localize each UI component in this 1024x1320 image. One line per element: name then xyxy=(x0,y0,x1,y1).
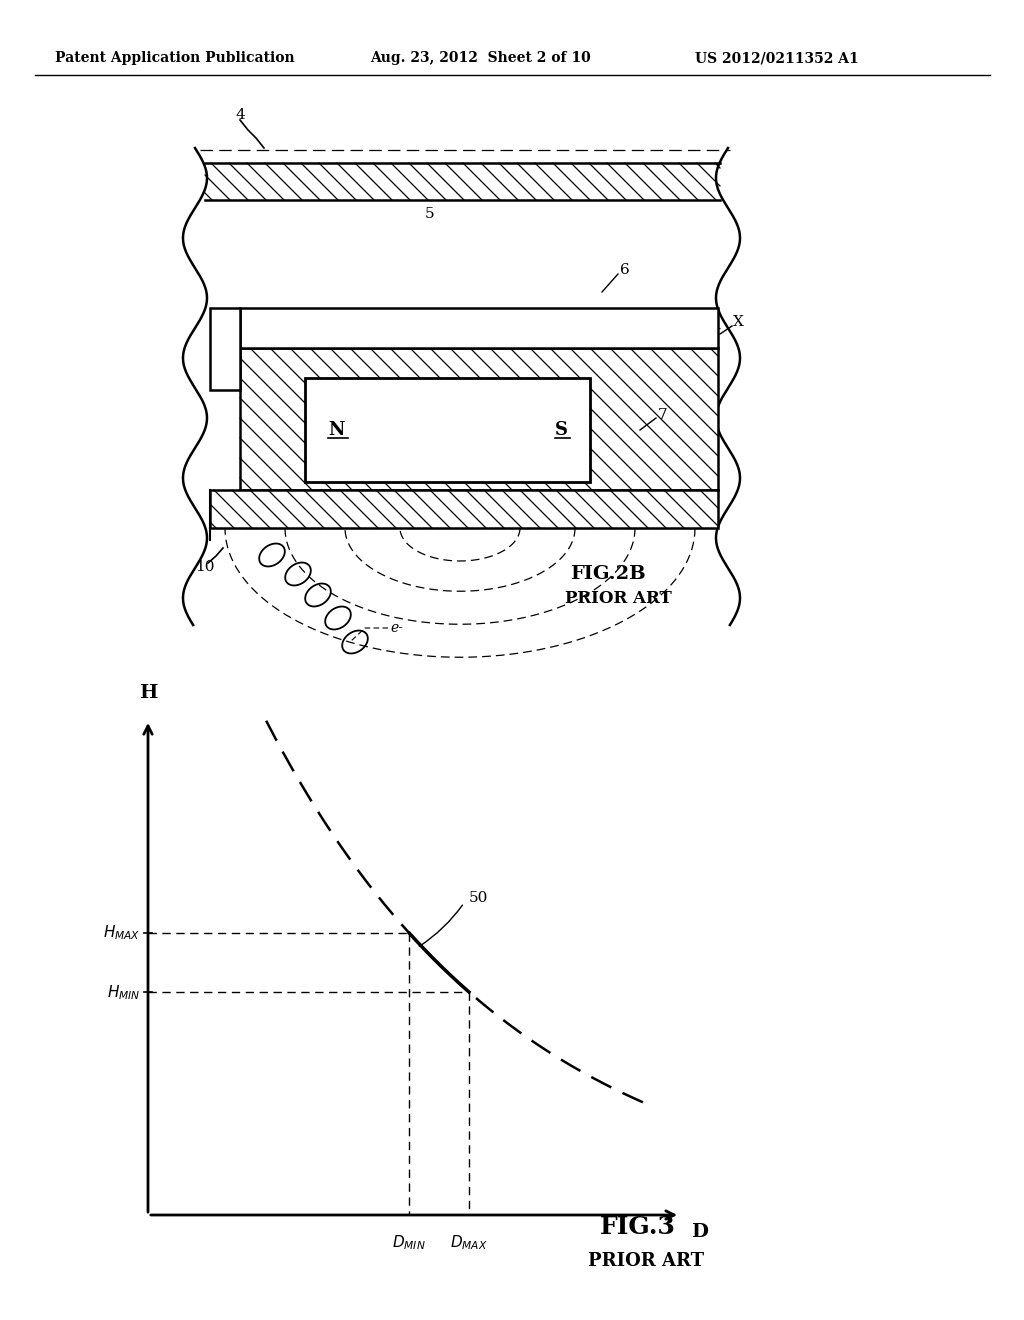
Text: 4: 4 xyxy=(236,108,245,121)
Text: $H_{MAX}$: $H_{MAX}$ xyxy=(102,924,140,942)
Text: PRIOR ART: PRIOR ART xyxy=(588,1251,705,1270)
Text: $H_{MIN}$: $H_{MIN}$ xyxy=(106,983,140,1002)
Text: Patent Application Publication: Patent Application Publication xyxy=(55,51,295,65)
Bar xyxy=(305,378,590,482)
Text: S: S xyxy=(555,421,568,440)
Text: 5: 5 xyxy=(425,207,435,220)
Bar xyxy=(210,308,240,389)
Text: Aug. 23, 2012  Sheet 2 of 10: Aug. 23, 2012 Sheet 2 of 10 xyxy=(370,51,591,65)
Text: FIG.2B: FIG.2B xyxy=(570,565,646,583)
Bar xyxy=(240,308,718,348)
Text: N: N xyxy=(328,421,344,440)
Text: 50: 50 xyxy=(469,891,488,904)
Text: US 2012/0211352 A1: US 2012/0211352 A1 xyxy=(695,51,859,65)
Text: H: H xyxy=(139,684,158,702)
Text: FIG.3: FIG.3 xyxy=(600,1214,676,1239)
Text: 6: 6 xyxy=(620,263,630,277)
Text: $D_{MIN}$: $D_{MIN}$ xyxy=(392,1233,426,1251)
Text: D: D xyxy=(691,1224,709,1241)
Text: 10: 10 xyxy=(195,560,214,574)
Text: $D_{MAX}$: $D_{MAX}$ xyxy=(451,1233,488,1251)
Text: e-: e- xyxy=(390,620,403,635)
Text: 7: 7 xyxy=(658,408,668,422)
Text: PRIOR ART: PRIOR ART xyxy=(565,590,672,607)
Text: X: X xyxy=(733,315,743,329)
Bar xyxy=(210,490,718,528)
Bar xyxy=(240,348,718,490)
